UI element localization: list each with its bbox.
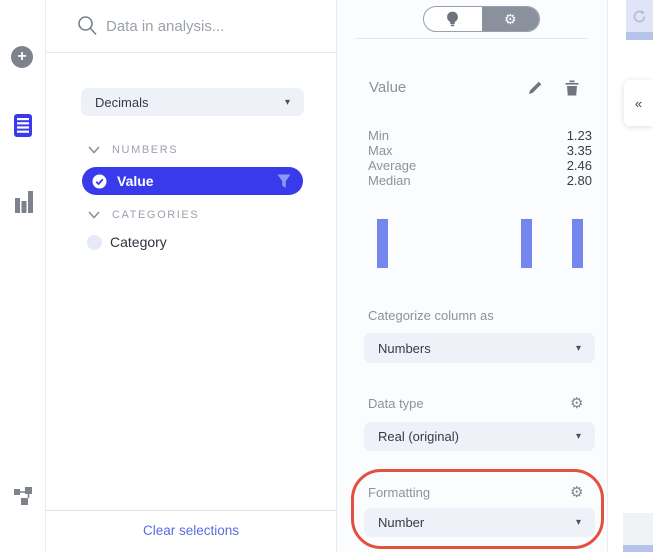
- section-label-categorize: Categorize column as: [368, 308, 494, 323]
- column-item-label: Value: [117, 173, 154, 189]
- dropdown-value: Number: [378, 515, 425, 530]
- chevron-down-icon: ▾: [575, 342, 581, 354]
- refresh-button[interactable]: [626, 0, 653, 32]
- stat-row: Min 1.23: [368, 128, 592, 143]
- data-panel: Decimals ▾ NUMBERS Value CATEGORIES: [46, 0, 337, 552]
- collapse-chevrons-icon: «: [634, 95, 643, 111]
- right-edge-area: «: [608, 0, 653, 552]
- column-item-value[interactable]: Value: [82, 167, 303, 195]
- stat-value: 3.35: [566, 143, 592, 158]
- data-canvas-button[interactable]: [13, 485, 33, 505]
- tab-properties[interactable]: ⚙: [481, 7, 539, 31]
- stat-label: Median: [368, 173, 411, 188]
- data-list-icon: [14, 114, 32, 137]
- stat-value: 2.46: [566, 158, 592, 173]
- data-canvas-icon: [14, 487, 32, 505]
- group-label: NUMBERS: [112, 144, 179, 156]
- dropdown-value: Real (original): [378, 429, 459, 444]
- add-data-button[interactable]: +: [11, 46, 33, 68]
- collapse-panel-button[interactable]: «: [624, 80, 653, 126]
- data-type-settings-gear-icon[interactable]: ⚙: [570, 395, 584, 412]
- stat-value: 1.23: [566, 128, 592, 143]
- stat-row: Average 2.46: [368, 158, 592, 173]
- table-selector-value: Decimals: [95, 94, 149, 110]
- group-header-numbers[interactable]: NUMBERS: [88, 144, 178, 156]
- dropdown-value: Numbers: [378, 340, 431, 356]
- categorize-dropdown[interactable]: Numbers ▾: [364, 333, 595, 363]
- section-label-formatting: Formatting: [368, 485, 431, 500]
- search-icon: [78, 16, 97, 36]
- formatting-dropdown[interactable]: Number ▾: [364, 508, 595, 537]
- column-item-label: Category: [110, 234, 167, 250]
- column-dot-icon: [87, 234, 102, 250]
- lightbulb-icon: [447, 11, 459, 26]
- gear-icon: ⚙: [503, 11, 517, 27]
- column-title: Value: [369, 79, 407, 96]
- refresh-icon: [633, 9, 646, 22]
- tab-recommendations[interactable]: [424, 7, 482, 31]
- chevron-down-icon: ▾: [284, 96, 290, 108]
- background-block: [623, 513, 653, 545]
- histogram-bar: [521, 219, 532, 268]
- chevron-down-icon: ▾: [575, 517, 581, 528]
- edit-pencil-icon[interactable]: [528, 80, 543, 95]
- bar-chart-icon: [15, 191, 33, 213]
- toolbar-strip: [626, 32, 653, 40]
- delete-trash-icon[interactable]: [565, 80, 579, 96]
- table-selector-dropdown[interactable]: Decimals ▾: [81, 88, 304, 116]
- chevron-down-icon: ▾: [575, 431, 581, 442]
- group-header-categories[interactable]: CATEGORIES: [88, 209, 199, 221]
- stat-row: Max 3.35: [368, 143, 592, 158]
- divider: [46, 510, 336, 511]
- column-histogram: [364, 219, 595, 268]
- divider: [46, 52, 336, 53]
- group-label: CATEGORIES: [112, 209, 200, 221]
- background-strip: [623, 545, 653, 552]
- divider: [355, 38, 588, 39]
- chevron-down-icon: [88, 211, 100, 219]
- stat-label: Max: [368, 143, 393, 158]
- histogram-bar: [377, 219, 388, 268]
- clear-selections-link[interactable]: Clear selections: [142, 523, 240, 538]
- column-item-category[interactable]: Category: [87, 234, 167, 250]
- left-icon-rail: +: [0, 0, 46, 552]
- chevron-down-icon: [88, 146, 100, 154]
- filter-icon[interactable]: [277, 174, 291, 189]
- search-input[interactable]: [106, 12, 316, 40]
- data-type-dropdown[interactable]: Real (original) ▾: [364, 422, 595, 451]
- section-label-data-type: Data type: [368, 396, 424, 411]
- stat-label: Average: [368, 158, 417, 173]
- plus-icon: +: [17, 48, 27, 65]
- column-stats: Min 1.23 Max 3.35 Average 2.46 Median 2.…: [368, 128, 592, 188]
- formatting-settings-gear-icon[interactable]: ⚙: [570, 484, 584, 501]
- data-in-analysis-button[interactable]: [14, 114, 32, 137]
- histogram-bar: [572, 219, 583, 268]
- column-properties-panel: ⚙ Value Min 1.23 Max 3.35 Average 2.46: [337, 0, 608, 552]
- stat-value: 2.80: [566, 173, 592, 188]
- visualizations-button[interactable]: [15, 190, 33, 213]
- panel-mode-toggle: ⚙: [423, 6, 540, 32]
- check-circle-icon: [92, 174, 107, 188]
- stat-label: Min: [368, 128, 389, 143]
- stat-row: Median 2.80: [368, 173, 592, 188]
